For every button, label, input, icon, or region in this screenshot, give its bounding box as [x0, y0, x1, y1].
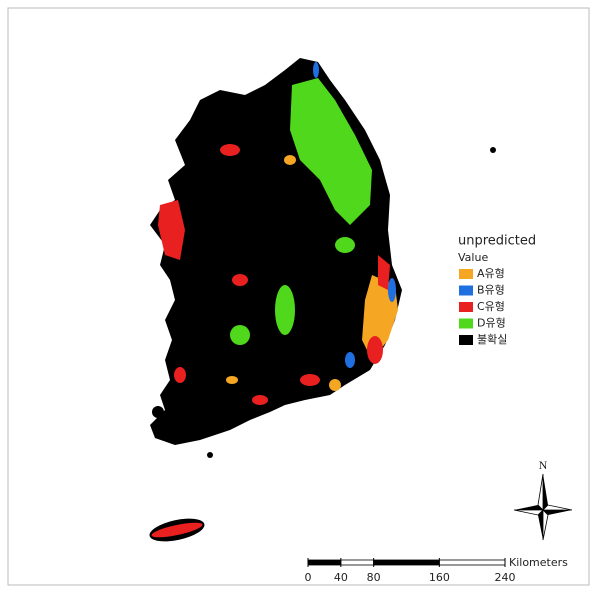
legend-swatch [459, 269, 473, 279]
scale-tick-label: 0 [305, 571, 312, 584]
patch [329, 379, 341, 391]
legend-label: D유형 [477, 317, 506, 330]
island [152, 406, 164, 418]
legend-label: B유형 [477, 284, 505, 297]
patch [335, 237, 355, 253]
legend-swatch [459, 335, 473, 345]
patch [367, 336, 383, 364]
legend-title: unpredicted [458, 234, 536, 249]
legend-label: A유형 [477, 267, 505, 280]
map-view: unpredicted Value A유형 B유형 C유형 D유형불확실 N Kilo… [0, 0, 597, 593]
patch [300, 374, 320, 386]
patch [313, 62, 319, 78]
scale-segment [374, 560, 440, 565]
patch [345, 352, 355, 368]
scale-segment [308, 560, 341, 565]
legend-label: 불확실 [477, 333, 507, 346]
legend-label: C유형 [477, 300, 505, 313]
legend-swatch [459, 302, 473, 312]
legend-subtitle: Value [458, 251, 488, 264]
legend-swatch [459, 286, 473, 296]
island [490, 147, 496, 153]
patch [232, 274, 248, 286]
patch [220, 144, 240, 156]
north-label: N [539, 458, 548, 472]
patch [230, 325, 250, 345]
scale-segment [341, 560, 374, 565]
scale-tick-label: 40 [334, 571, 348, 584]
patch [284, 155, 296, 165]
patch [226, 376, 238, 384]
patch [252, 395, 268, 405]
scale-segment [439, 560, 505, 565]
scale-unit: Kilometers [509, 556, 568, 569]
patch [275, 285, 295, 335]
legend-swatch [459, 319, 473, 329]
patch [388, 278, 396, 302]
scale-tick-label: 160 [429, 571, 450, 584]
patch [174, 367, 186, 383]
scale-tick-label: 240 [495, 571, 516, 584]
scale-tick-label: 80 [367, 571, 381, 584]
island [207, 452, 213, 458]
